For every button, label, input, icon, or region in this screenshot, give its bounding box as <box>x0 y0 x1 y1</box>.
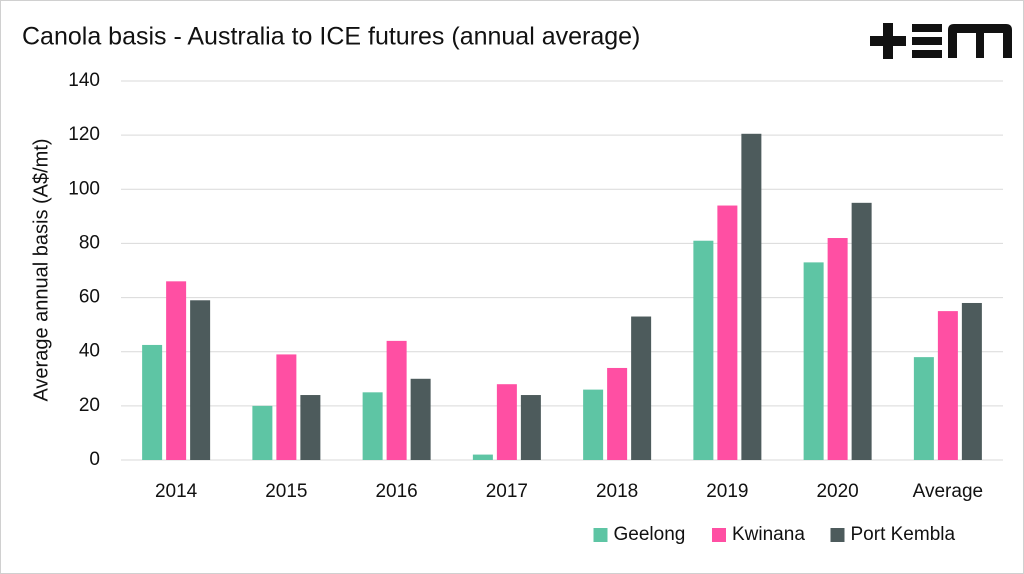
y-tick-label: 100 <box>68 178 100 199</box>
chart-title: Canola basis - Australia to ICE futures … <box>22 23 640 51</box>
bar <box>520 395 541 460</box>
y-tick-label: 20 <box>79 395 100 416</box>
bar <box>851 202 872 461</box>
legend-swatch <box>712 528 726 542</box>
legend-label: Kwinana <box>732 524 805 545</box>
bar <box>961 302 982 460</box>
bar <box>252 405 273 460</box>
bar <box>583 389 604 460</box>
x-tick-label: 2015 <box>265 481 307 502</box>
bar <box>607 367 628 460</box>
y-tick-label: 0 <box>89 449 100 470</box>
legend-label: Port Kembla <box>851 524 956 545</box>
bar <box>472 454 493 460</box>
x-tick-label: 2020 <box>816 481 858 502</box>
bar <box>166 281 187 460</box>
bar <box>300 395 321 460</box>
bar <box>827 238 848 460</box>
y-tick-label: 60 <box>79 287 100 308</box>
legend-swatch <box>830 528 845 542</box>
x-tick-label: 2017 <box>486 481 528 502</box>
bar <box>803 262 824 460</box>
bar <box>410 378 431 460</box>
x-tick-label: 2019 <box>706 481 748 502</box>
legend-label: Geelong <box>614 524 686 545</box>
bar <box>913 357 934 460</box>
x-tick-label: 2014 <box>155 481 198 502</box>
x-tick-label: 2016 <box>375 481 417 502</box>
bar <box>386 340 407 460</box>
bar <box>496 384 517 460</box>
x-tick-label: 2018 <box>596 481 638 502</box>
bar <box>693 240 714 460</box>
y-tick-label: 120 <box>68 124 100 145</box>
bar <box>190 300 211 460</box>
bar <box>717 205 738 460</box>
logo <box>870 23 1012 59</box>
y-tick-label: 40 <box>79 341 100 362</box>
y-tick-label: 140 <box>68 70 100 91</box>
x-tick-label: Average <box>913 481 983 502</box>
y-axis-label: Average annual basis (A$/mt) <box>30 138 52 401</box>
bar <box>362 392 383 460</box>
bar <box>631 316 652 460</box>
bar <box>142 344 163 460</box>
legend-swatch <box>593 528 608 542</box>
bar <box>937 311 958 460</box>
y-tick-label: 80 <box>79 232 100 253</box>
bar <box>276 354 297 460</box>
bar <box>741 133 762 460</box>
